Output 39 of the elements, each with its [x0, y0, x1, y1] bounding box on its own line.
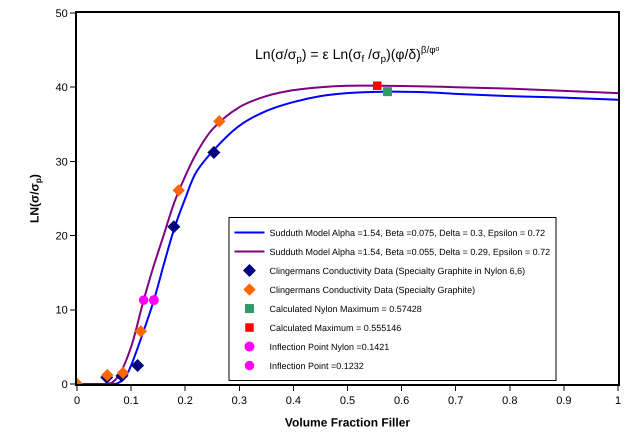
legend-label: Clingermans Conductivity Data (Specialty Graphite in Nylon 6,6): [269, 266, 526, 276]
x-tick-label: 0.3: [232, 395, 247, 408]
y-tick-label: 30: [56, 156, 68, 168]
x-tick-label: 0.2: [178, 395, 193, 408]
x-tick-label: 0.6: [394, 395, 410, 408]
x-tick-label: 0.1: [123, 395, 139, 408]
legend-label: Sudduth Model Alpha =1.54, Beta =0.055, Delta = 0.29, Epsilon = 0.72: [269, 247, 550, 258]
y-tick-label: 40: [56, 82, 68, 94]
legend-label: Calculated Maximum = 0.555146: [269, 323, 402, 334]
legend-label: Calculated Nylon Maximum = 0.57428: [269, 304, 422, 314]
x-tick-label: 0.8: [502, 395, 518, 408]
legend-label: Clingermans Conductivity Data (Specialty Graphite): [269, 285, 476, 296]
point: [138, 295, 148, 305]
y-tick-label: 20: [56, 230, 68, 242]
x-axis-title: Volume Fraction Filler: [284, 416, 410, 430]
x-tick-label: 0.7: [448, 395, 464, 408]
y-tick-label: 10: [56, 304, 68, 317]
point: [116, 366, 130, 380]
legend-label: Sudduth Model Alpha =1.54, Beta =0.075, Delta = 0.3, Epsilon = 0.72: [269, 228, 546, 238]
legend-label: Inflection Point =0.1232: [269, 361, 364, 372]
y-tick-label: 0: [62, 378, 68, 391]
x-tick-label: 0.5: [340, 395, 356, 408]
legend-label: Inflection Point Nylon =0.1421: [269, 342, 390, 352]
point: [207, 146, 220, 159]
point: [172, 184, 185, 197]
point: [131, 358, 144, 372]
annotation: Ln(σ/σ$_{p}$) = ε Ln(σ$_{f}$ /σ$_{p}$)(φ/δ)$^{β/φᵅ}$: [255, 45, 440, 65]
point: [213, 115, 226, 128]
x-tick-label: 1: [614, 395, 622, 408]
y-tick-label: 50: [56, 8, 68, 20]
point: [101, 368, 114, 382]
point: [167, 220, 180, 234]
point: [148, 295, 159, 306]
x-tick-label: 0.9: [556, 395, 572, 408]
x-tick-label: 0: [74, 395, 80, 408]
point: [373, 81, 382, 90]
x-tick-label: 0.4: [286, 395, 302, 408]
point: [383, 87, 392, 96]
point: [134, 325, 148, 338]
